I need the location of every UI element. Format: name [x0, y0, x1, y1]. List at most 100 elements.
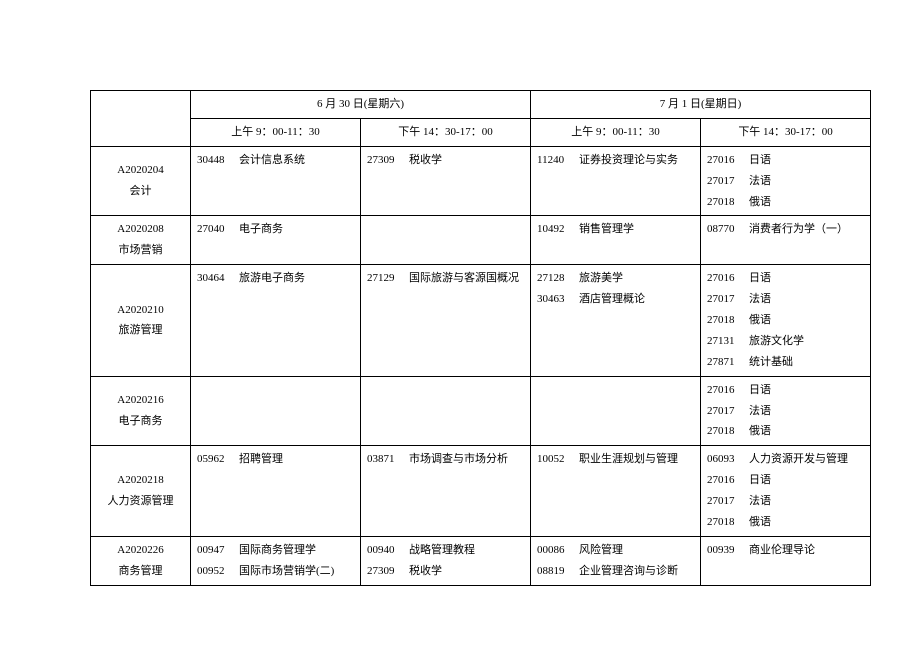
cell-d1am: [191, 376, 361, 446]
course-code: 00952: [197, 561, 235, 582]
course-name: 旅游文化学: [745, 331, 804, 352]
course-code: 27309: [367, 561, 405, 582]
course-name: 证券投资理论与实务: [575, 150, 678, 171]
course-name: 旅游电子商务: [235, 268, 305, 289]
course-entry: 27018俄语: [707, 310, 864, 331]
course-name: 酒店管理概论: [575, 289, 645, 310]
header-day2: 7 月 1 日(星期日): [531, 91, 871, 119]
course-entry: 00940战略管理教程: [367, 540, 524, 561]
course-entry: 30463酒店管理概论: [537, 289, 694, 310]
course-code: 27018: [707, 421, 745, 442]
course-code: 27018: [707, 310, 745, 331]
course-code: 08819: [537, 561, 575, 582]
major-title: 市场营销: [97, 240, 184, 261]
course-name: 国际商务管理学: [235, 540, 316, 561]
course-code: 06093: [707, 449, 745, 470]
cell-d1am: 00947国际商务管理学00952国际市场营销学(二): [191, 536, 361, 585]
course-entry: 03871市场调查与市场分析: [367, 449, 524, 470]
course-entry: 27018俄语: [707, 192, 864, 213]
course-entry: 27018俄语: [707, 421, 864, 442]
course-code: 27129: [367, 268, 405, 289]
course-code: 27017: [707, 289, 745, 310]
major-title: 人力资源管理: [97, 491, 184, 512]
header-slot: 下午 14：30-17：00: [701, 118, 871, 146]
course-code: 11240: [537, 150, 575, 171]
course-code: 27016: [707, 380, 745, 401]
major-title: 商务管理: [97, 561, 184, 582]
major-code: A2020218: [97, 470, 184, 491]
course-name: 税收学: [405, 561, 442, 582]
major-code: A2020216: [97, 390, 184, 411]
course-name: 职业生涯规划与管理: [575, 449, 678, 470]
cell-d1am: 30464旅游电子商务: [191, 265, 361, 376]
course-code: 27040: [197, 219, 235, 240]
major-code: A2020210: [97, 300, 184, 321]
course-name: 商业伦理导论: [745, 540, 815, 561]
course-name: 税收学: [405, 150, 442, 171]
cell-d2pm: 27016日语27017法语27018俄语27131旅游文化学27871统计基础: [701, 265, 871, 376]
course-code: 05962: [197, 449, 235, 470]
course-entry: 00947国际商务管理学: [197, 540, 354, 561]
course-name: 电子商务: [235, 219, 283, 240]
major-title: 电子商务: [97, 411, 184, 432]
header-slot: 下午 14：30-17：00: [361, 118, 531, 146]
course-name: 俄语: [745, 421, 771, 442]
course-name: 企业管理咨询与诊断: [575, 561, 678, 582]
major-code: A2020204: [97, 160, 184, 181]
course-code: 27016: [707, 470, 745, 491]
cell-d1pm: [361, 376, 531, 446]
cell-d1am: 30448会计信息系统: [191, 146, 361, 216]
cell-d2am: 10492销售管理学: [531, 216, 701, 265]
major-title: 会计: [97, 181, 184, 202]
cell-d2am: 00086风险管理08819企业管理咨询与诊断: [531, 536, 701, 585]
course-name: 日语: [745, 380, 771, 401]
header-day1: 6 月 30 日(星期六): [191, 91, 531, 119]
cell-d1pm: [361, 216, 531, 265]
course-entry: 10052职业生涯规划与管理: [537, 449, 694, 470]
course-name: 日语: [745, 470, 771, 491]
course-name: 俄语: [745, 310, 771, 331]
course-entry: 27128旅游美学: [537, 268, 694, 289]
course-name: 统计基础: [745, 352, 793, 373]
course-entry: 27016日语: [707, 380, 864, 401]
course-entry: 11240证券投资理论与实务: [537, 150, 694, 171]
course-name: 旅游美学: [575, 268, 623, 289]
course-name: 俄语: [745, 192, 771, 213]
course-code: 27309: [367, 150, 405, 171]
course-name: 招聘管理: [235, 449, 283, 470]
course-code: 27131: [707, 331, 745, 352]
course-name: 会计信息系统: [235, 150, 305, 171]
cell-d2am: 10052职业生涯规划与管理: [531, 446, 701, 537]
header-slot: 上午 9：00-11：30: [191, 118, 361, 146]
course-code: 10052: [537, 449, 575, 470]
cell-d2am: [531, 376, 701, 446]
course-code: 27017: [707, 491, 745, 512]
course-entry: 10492销售管理学: [537, 219, 694, 240]
course-name: 法语: [745, 401, 771, 422]
course-code: 03871: [367, 449, 405, 470]
major-cell: A2020204会计: [91, 146, 191, 216]
course-code: 27018: [707, 512, 745, 533]
course-entry: 27871统计基础: [707, 352, 864, 373]
cell-d2pm: 27016日语27017法语27018俄语: [701, 376, 871, 446]
course-entry: 30448会计信息系统: [197, 150, 354, 171]
course-name: 市场调查与市场分析: [405, 449, 508, 470]
cell-d2pm: 00939商业伦理导论: [701, 536, 871, 585]
course-code: 30464: [197, 268, 235, 289]
course-name: 人力资源开发与管理: [745, 449, 848, 470]
course-code: 27871: [707, 352, 745, 373]
major-cell: A2020210旅游管理: [91, 265, 191, 376]
cell-d2pm: 27016日语27017法语27018俄语: [701, 146, 871, 216]
major-cell: A2020208市场营销: [91, 216, 191, 265]
course-name: 法语: [745, 289, 771, 310]
course-entry: 27017法语: [707, 491, 864, 512]
course-name: 日语: [745, 268, 771, 289]
course-name: 法语: [745, 491, 771, 512]
course-entry: 27309税收学: [367, 561, 524, 582]
course-code: 27016: [707, 268, 745, 289]
course-entry: 08819企业管理咨询与诊断: [537, 561, 694, 582]
major-cell: A2020218人力资源管理: [91, 446, 191, 537]
course-entry: 00086风险管理: [537, 540, 694, 561]
cell-d1pm: 03871市场调查与市场分析: [361, 446, 531, 537]
course-name: 销售管理学: [575, 219, 634, 240]
